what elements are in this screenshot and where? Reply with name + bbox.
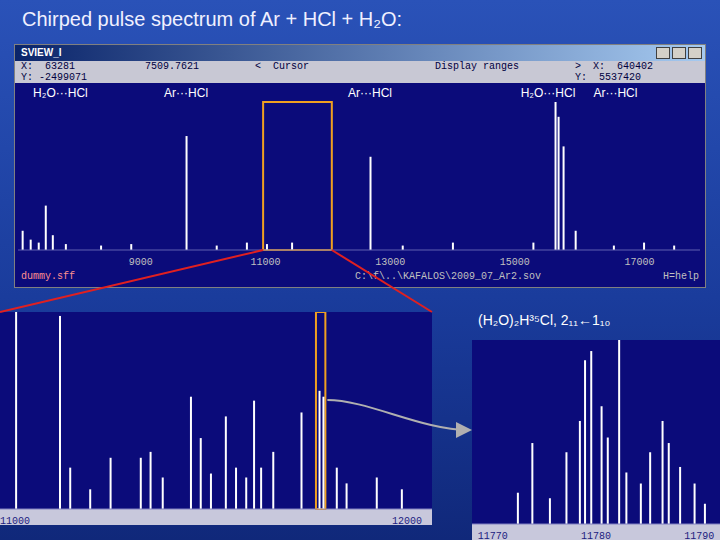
- svg-text:13000: 13000: [375, 257, 405, 266]
- svg-text:11000: 11000: [8, 516, 30, 525]
- html-text:H=help: H=help: [663, 271, 699, 282]
- html-text:Chirped pulse spectrum of Ar +: Chirped pulse spectrum of Ar + HCl + H₂O…: [22, 8, 403, 30]
- html-text:> X: 640402: > X: 640402: [575, 61, 653, 72]
- html-text:7509.7621: 7509.7621: [145, 61, 199, 72]
- svg-text:9000: 9000: [129, 257, 153, 266]
- svg-text:H₂O···HCl: H₂O···HCl: [33, 86, 88, 100]
- svg-text:11770: 11770: [478, 531, 508, 540]
- html-text:C:\f\..\KAFALOS\2009_07_Ar2.so: C:\f\..\KAFALOS\2009_07_Ar2.sov: [355, 271, 541, 282]
- html-text:Y: -2499071: Y: -2499071: [21, 72, 87, 83]
- svg-text:11790: 11790: [684, 531, 712, 540]
- svg-text:11780: 11780: [581, 531, 611, 540]
- svg-text:H₂O···HCl: H₂O···HCl: [521, 86, 576, 100]
- html-text:< Cursor: < Cursor: [255, 61, 309, 72]
- svg-text:Ar···HCl: Ar···HCl: [593, 86, 637, 100]
- html-text:X: 63281: X: 63281: [21, 61, 75, 72]
- html-text:dummy.sff: dummy.sff: [21, 271, 75, 282]
- svg-text:Ar···HCl: Ar···HCl: [164, 86, 208, 100]
- svg-text:17000: 17000: [625, 257, 655, 266]
- svg-text:Ar···HCl: Ar···HCl: [348, 86, 392, 100]
- svg-text:15000: 15000: [500, 257, 530, 266]
- svg-text:11000: 11000: [250, 257, 280, 266]
- svg-text:12000: 12000: [392, 516, 422, 525]
- html-text:Y: 5537420: Y: 5537420: [575, 72, 641, 83]
- html-text:SVIEW_I: SVIEW_I: [21, 47, 62, 58]
- html-text:(H₂O)₂H³⁵Cl, 2₁₁←1₁₀: (H₂O)₂H³⁵Cl, 2₁₁←1₁₀: [478, 312, 611, 328]
- html-text:Display ranges: Display ranges: [435, 61, 519, 72]
